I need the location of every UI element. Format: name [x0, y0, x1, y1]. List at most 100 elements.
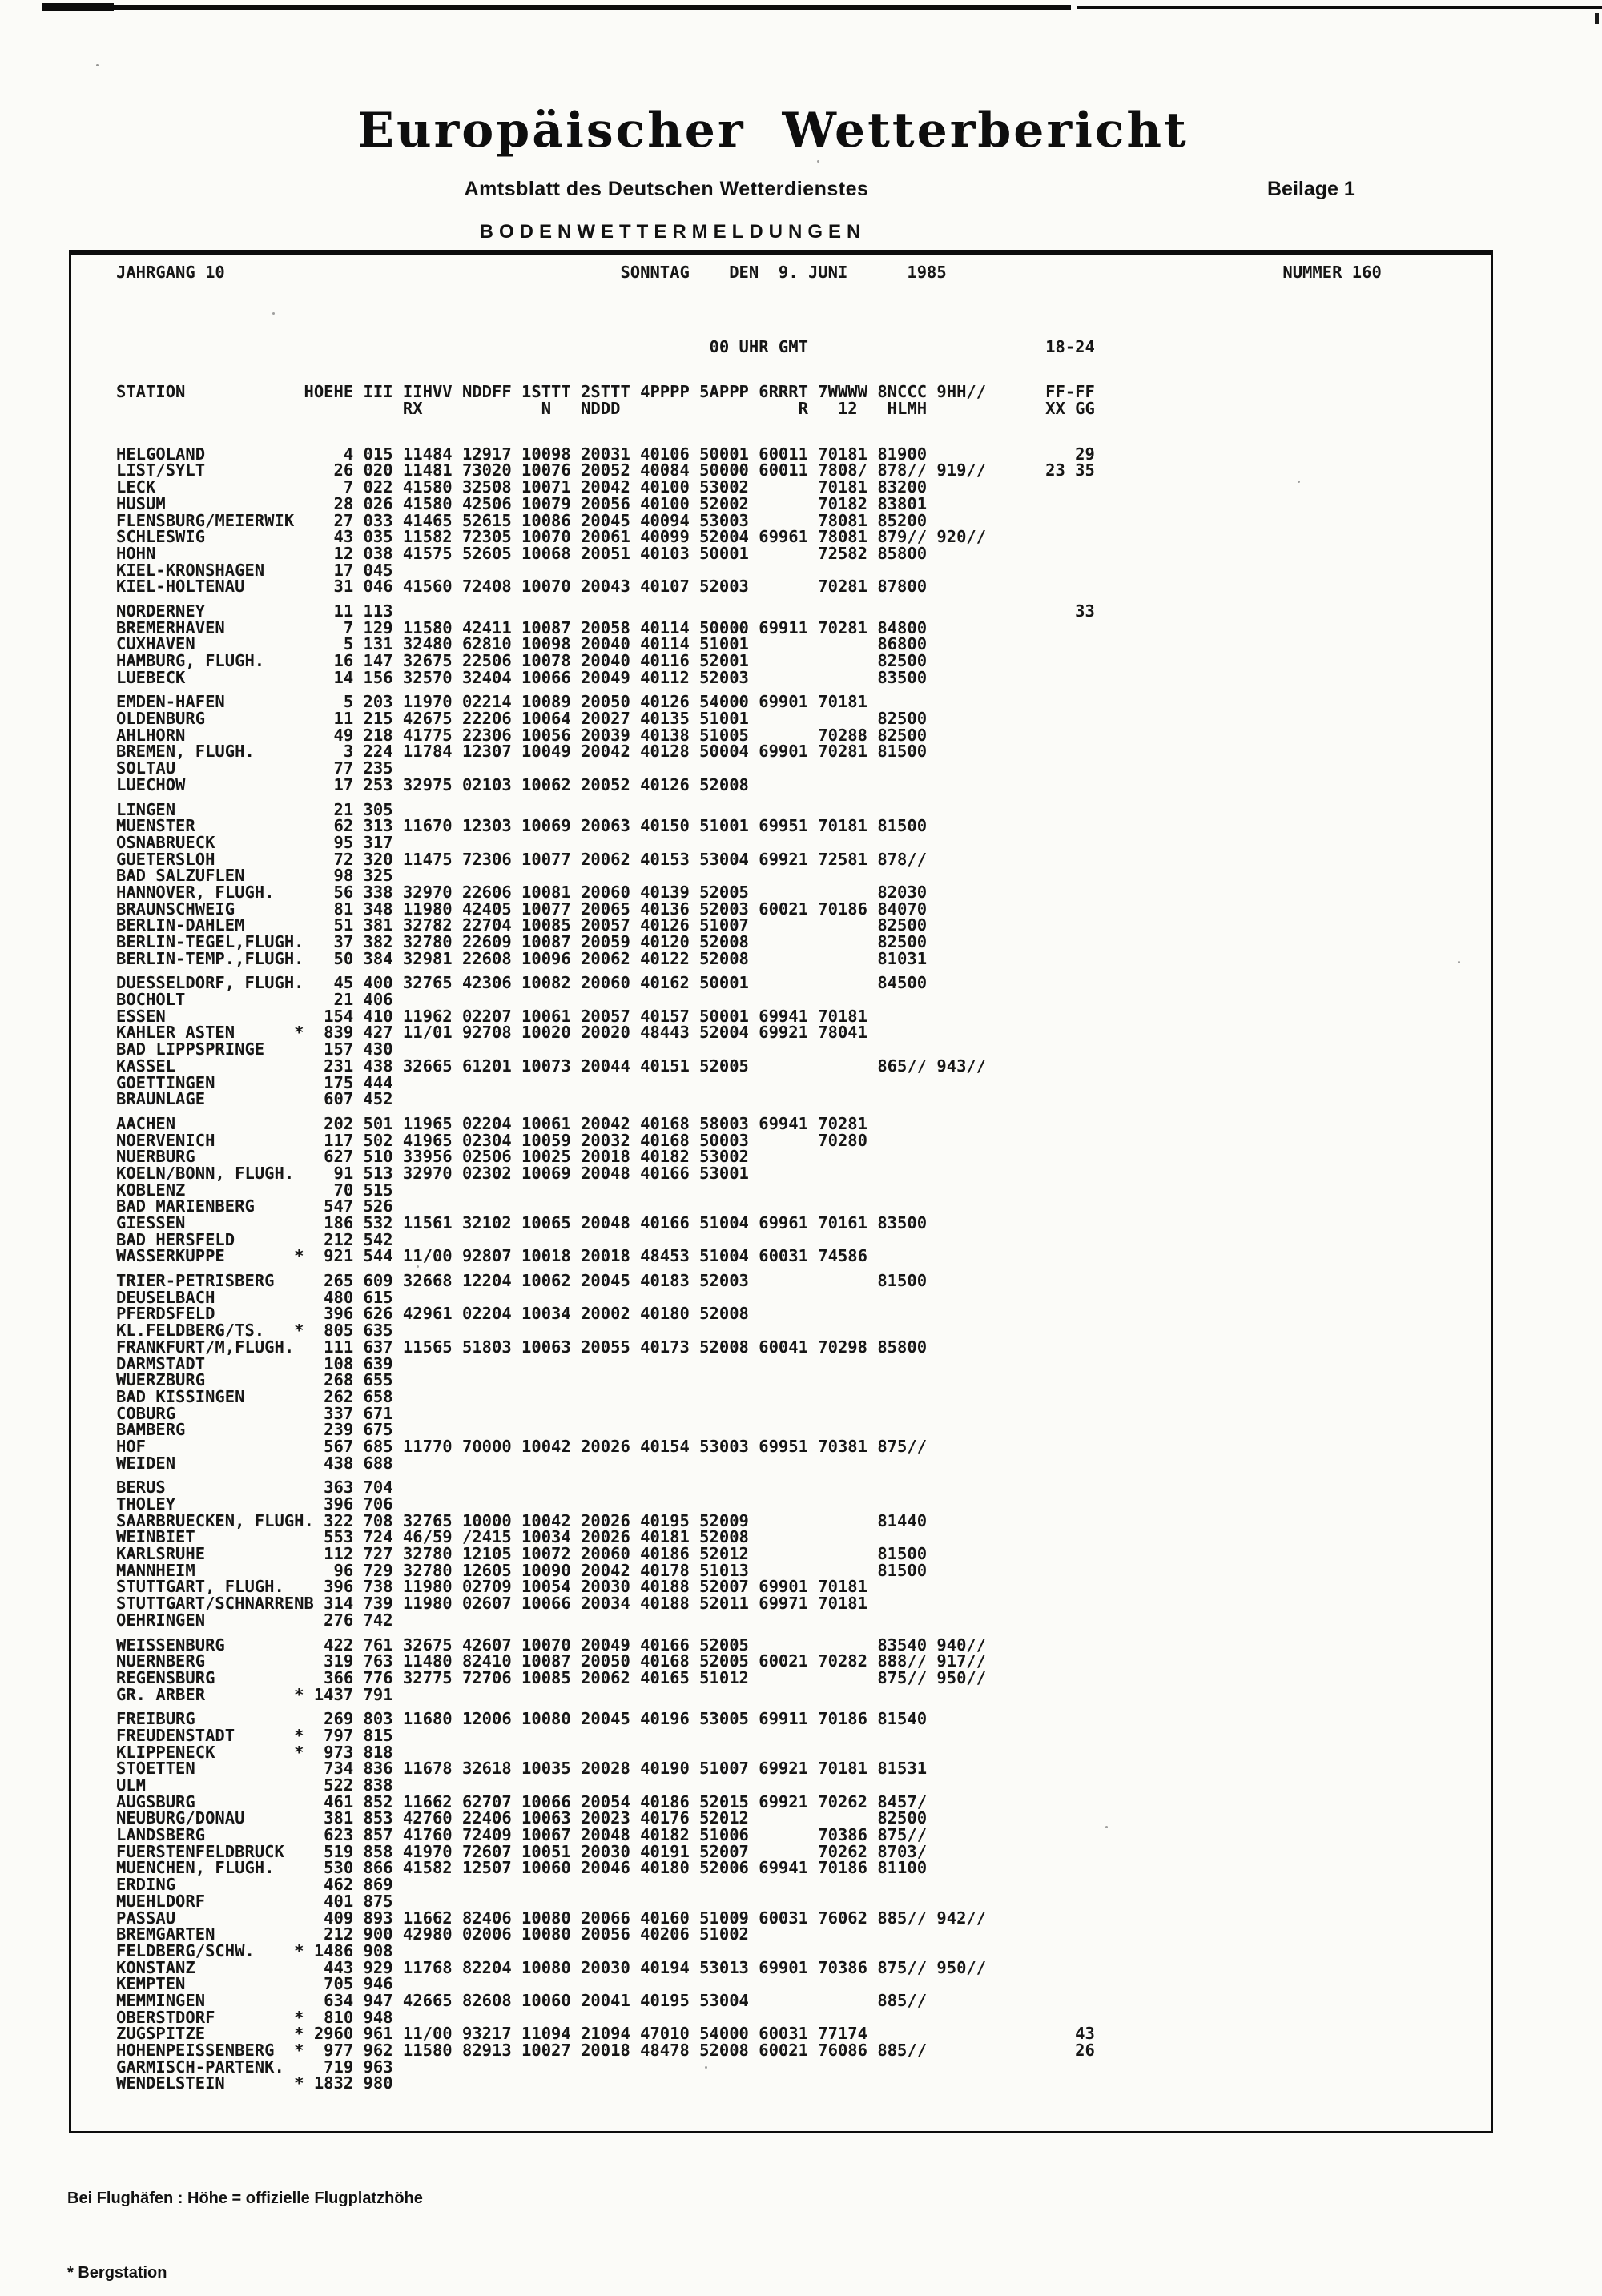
- table-row: WEINBIET 553 724 46/59 /2415 10034 20026…: [116, 1527, 749, 1547]
- table-row: ULM 522 838: [116, 1775, 393, 1795]
- table-row: HOHENPEISSENBERG * 977 962 11580 82913 1…: [116, 2041, 1095, 2060]
- table-row: OLDENBURG 11 215 42675 22206 10064 20027…: [116, 709, 928, 729]
- table-row: AACHEN 202 501 11965 02204 10061 20042 4…: [116, 1113, 867, 1133]
- table-row: BAD KISSINGEN 262 658: [116, 1386, 393, 1406]
- table-row: NOERVENICH 117 502 41965 02304 10059 200…: [116, 1130, 867, 1150]
- masthead-line: JAHRGANG 10 SONNTAG DEN 9. JUNI 1985 NUM…: [116, 263, 1382, 282]
- table-row: GUETERSLOH 72 320 11475 72306 10077 2006…: [116, 849, 928, 869]
- scan-artifact-topline: [42, 3, 114, 11]
- table-row: BAD MARIENBERG 547 526: [116, 1196, 393, 1216]
- table-row: KARLSRUHE 112 727 32780 12105 10072 2006…: [116, 1544, 928, 1564]
- table-row: FRANKFURT/M,FLUGH. 111 637 11565 51803 1…: [116, 1337, 928, 1357]
- table-row: WUERZBURG 268 655: [116, 1370, 393, 1390]
- table-row: HOF 567 685 11770 70000 10042 20026 4015…: [116, 1436, 928, 1456]
- table-row: AHLHORN 49 218 41775 22306 10056 20039 4…: [116, 725, 928, 745]
- station-group: FREIBURG 269 803 11680 12006 10080 20045…: [116, 1711, 1382, 2092]
- table-row: BAMBERG 239 675: [116, 1420, 393, 1440]
- table-row: BAD SALZUFLEN 98 325: [116, 866, 393, 886]
- table-row: KEMPTEN 705 946: [116, 1974, 393, 1994]
- station-group: WEISSENBURG 422 761 32675 42607 10070 20…: [116, 1636, 1382, 1704]
- scan-artifact-topline: [1077, 6, 1602, 9]
- table-row: MUENSTER 62 313 11670 12303 10069 20063 …: [116, 816, 928, 836]
- scan-speckles: [96, 64, 99, 66]
- table-row: AUGSBURG 461 852 11662 62707 10066 20054…: [116, 1791, 928, 1811]
- table-row: BREMERHAVEN 7 129 11580 42411 10087 2005…: [116, 617, 928, 637]
- station-group: LINGEN 21 305 MUENSTER 62 313 11670 12303…: [116, 799, 1382, 968]
- table-row: KOBLENZ 70 515: [116, 1180, 393, 1200]
- table-row: COBURG 337 671: [116, 1403, 393, 1423]
- table-row: FLENSBURG/MEIERWIK 27 033 41465 52615 10…: [116, 510, 928, 530]
- table-row: LIST/SYLT 26 020 11481 73020 10076 20052…: [116, 460, 1095, 481]
- table-row: MEMMINGEN 634 947 42665 82608 10060 2004…: [116, 1990, 928, 2010]
- table-row: LINGEN 21 305: [116, 799, 393, 819]
- table-row: SCHLESWIG 43 035 11582 72305 10070 20061…: [116, 527, 987, 547]
- table-row: KIEL-KRONSHAGEN 17 045: [116, 560, 393, 580]
- footnote-airport-height: Bei Flughäfen : Höhe = offizielle Flugpl…: [67, 2189, 423, 2207]
- table-row: ZUGSPITZE * 2960 961 11/00 93217 11094 2…: [116, 2024, 1095, 2044]
- table-row: STUTTGART, FLUGH. 396 738 11980 02709 10…: [116, 1577, 867, 1597]
- page-subtitle: Amtsblatt des Deutschen Wetterdienstes: [464, 178, 869, 200]
- table-row: TRIER-PETRISBERG 265 609 32668 12204 100…: [116, 1271, 928, 1291]
- page-title: Europäischer Wetterbericht: [357, 103, 1189, 159]
- table-row: FREUDENSTADT * 797 815: [116, 1725, 393, 1745]
- table-row: LUECHOW 17 253 32975 02103 10062 20052 4…: [116, 774, 749, 794]
- table-row: MUEHLDORF 401 875: [116, 1891, 393, 1911]
- table-row: GIESSEN 186 532 11561 32102 10065 20048 …: [116, 1213, 928, 1232]
- table-row: STUTTGART/SCHNARRENB 314 739 11980 02607…: [116, 1594, 867, 1614]
- table-row: OSNABRUECK 95 317: [116, 832, 393, 852]
- table-row: BOCHOLT 21 406: [116, 990, 393, 1010]
- table-row: STOETTEN 734 836 11678 32618 10035 20028…: [116, 1759, 928, 1779]
- table-row: SOLTAU 77 235: [116, 758, 393, 778]
- footnote-bergstation: * Bergstation: [67, 2264, 167, 2282]
- subcolumn-header-line: RX N NDDD R 12 HLMH XX GG: [116, 399, 1095, 419]
- table-row: HELGOLAND 4 015 11484 12917 10098 20031 …: [116, 444, 1095, 464]
- table-row: ESSEN 154 410 11962 02207 10061 20057 40…: [116, 1006, 867, 1026]
- table-row: SAARBRUECKEN, FLUGH. 322 708 32765 10000…: [116, 1510, 928, 1530]
- column-header-line: STATION HOEHE III IIHVV NDDFF 1STTT 2STT…: [116, 382, 1095, 402]
- table-row: BRAUNSCHWEIG 81 348 11980 42405 10077 20…: [116, 899, 928, 919]
- table-row: OEHRINGEN 276 742: [116, 1610, 393, 1630]
- table-row: LUEBECK 14 156 32570 32404 10066 20049 4…: [116, 667, 928, 687]
- table-row: HUSUM 28 026 41580 42506 10079 20056 401…: [116, 493, 928, 513]
- station-group: DUESSELDORF, FLUGH. 45 400 32765 42306 1…: [116, 975, 1382, 1108]
- footnotes: Bei Flughäfen : Höhe = offizielle Flugpl…: [67, 2137, 423, 2296]
- table-row: KL.FELDBERG/TS. * 805 635: [116, 1321, 393, 1341]
- table-row: NUERBURG 627 510 33956 02506 10025 20018…: [116, 1147, 749, 1167]
- table-row: BREMGARTEN 212 900 42980 02006 10080 200…: [116, 1924, 749, 1944]
- table-row: THOLEY 396 706: [116, 1494, 393, 1514]
- table-row: PFERDSFELD 396 626 42961 02204 10034 200…: [116, 1304, 749, 1324]
- table-row: BAD LIPPSPRINGE 157 430: [116, 1039, 393, 1060]
- table-row: BAD HERSFELD 212 542: [116, 1229, 393, 1249]
- table-row: BERUS 363 704: [116, 1478, 393, 1498]
- time-line: 00 UHR GMT 18-24: [116, 336, 1095, 356]
- station-report-table: JAHRGANG 10 SONNTAG DEN 9. JUNI 1985 NUM…: [116, 264, 1382, 2100]
- table-row: BRAUNLAGE 607 452: [116, 1089, 393, 1109]
- table-row: BERLIN-TEMP.,FLUGH. 50 384 32981 22608 1…: [116, 948, 928, 968]
- table-row: GR. ARBER * 1437 791: [116, 1684, 393, 1704]
- table-row: ERDING 462 869: [116, 1875, 393, 1895]
- table-row: DARMSTADT 108 639: [116, 1353, 393, 1373]
- station-group: AACHEN 202 501 11965 02204 10061 20042 4…: [116, 1116, 1382, 1265]
- table-row: CUXHAVEN 5 131 32480 62810 10098 20040 4…: [116, 634, 928, 654]
- table-row: LANDSBERG 623 857 41760 72409 10067 2004…: [116, 1825, 928, 1845]
- table-row: HAMBURG, FLUGH. 16 147 32675 22506 10078…: [116, 651, 928, 670]
- table-row: GOETTINGEN 175 444: [116, 1072, 393, 1092]
- table-row: BERLIN-TEGEL,FLUGH. 37 382 32780 22609 1…: [116, 932, 928, 951]
- table-row: PASSAU 409 893 11662 82406 10080 20066 4…: [116, 1908, 987, 1928]
- report-table-box: JAHRGANG 10 SONNTAG DEN 9. JUNI 1985 NUM…: [69, 250, 1493, 2133]
- table-row: HANNOVER, FLUGH. 56 338 32970 22606 1008…: [116, 882, 928, 902]
- table-row: EMDEN-HAFEN 5 203 11970 02214 10089 2005…: [116, 692, 867, 712]
- table-row: HOHN 12 038 41575 52605 10068 20051 4010…: [116, 543, 928, 563]
- station-group: TRIER-PETRISBERG 265 609 32668 12204 100…: [116, 1273, 1382, 1471]
- table-row: BERLIN-DAHLEM 51 381 32782 22704 10085 2…: [116, 915, 928, 935]
- table-row: KLIPPENECK * 973 818: [116, 1742, 393, 1762]
- table-row: LECK 7 022 41580 32508 10071 20042 40100…: [116, 477, 928, 497]
- supplement-label: Beilage 1: [1267, 178, 1355, 200]
- table-row: MUENCHEN, FLUGH. 530 866 41582 12507 100…: [116, 1858, 928, 1878]
- table-row: FUERSTENFELDBRUCK 519 858 41970 72607 10…: [116, 1841, 928, 1861]
- station-group: HELGOLAND 4 015 11484 12917 10098 20031 …: [116, 446, 1382, 595]
- table-row: DEUSELBACH 480 615: [116, 1287, 393, 1307]
- station-group: BERUS 363 704 THOLEY 396 706 SAARBRUECKEN,…: [116, 1479, 1382, 1628]
- table-row: DUESSELDORF, FLUGH. 45 400 32765 42306 1…: [116, 973, 928, 993]
